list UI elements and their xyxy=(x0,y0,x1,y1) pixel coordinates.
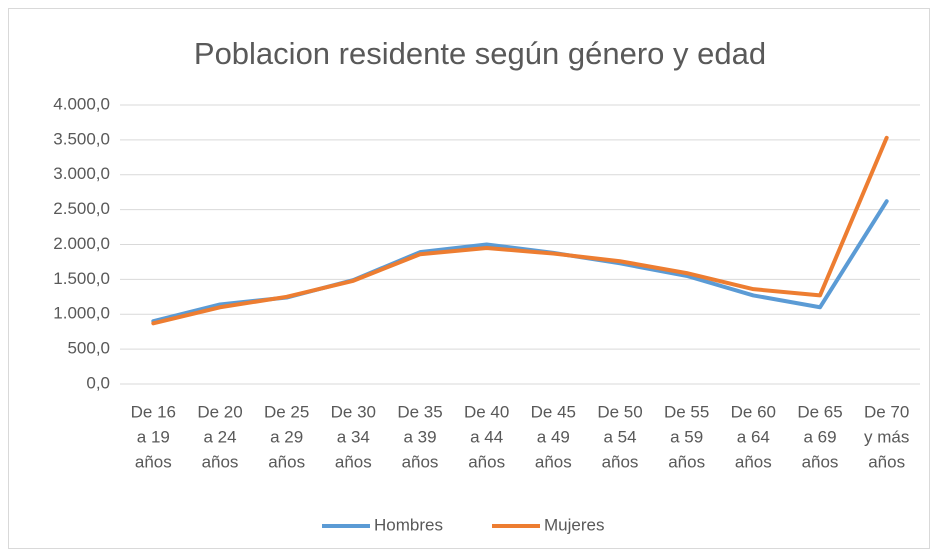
x-tick-label: De 20 xyxy=(197,402,242,421)
x-tick-label: años xyxy=(335,452,372,471)
x-tick-label: De 25 xyxy=(264,402,309,421)
x-tick-label: De 16 xyxy=(131,402,176,421)
x-tick-label: De 40 xyxy=(464,402,509,421)
x-tick-label: años xyxy=(468,452,505,471)
x-tick-label: De 55 xyxy=(664,402,709,421)
x-tick-label: De 30 xyxy=(331,402,376,421)
x-tick-label: y más xyxy=(864,427,909,446)
x-tick-label: años xyxy=(135,452,172,471)
x-tick-label: años xyxy=(735,452,772,471)
y-tick-label: 500,0 xyxy=(67,339,110,358)
x-tick-label: a 34 xyxy=(337,427,370,446)
y-tick-label: 3.000,0 xyxy=(53,164,110,183)
x-tick-label: De 45 xyxy=(531,402,576,421)
x-tick-label: a 44 xyxy=(470,427,503,446)
x-tick-label: De 60 xyxy=(731,402,776,421)
x-tick-label: De 70 xyxy=(864,402,909,421)
chart-border xyxy=(8,8,930,549)
x-tick-label: a 29 xyxy=(270,427,303,446)
x-tick-label: De 35 xyxy=(397,402,442,421)
x-tick-label: a 49 xyxy=(537,427,570,446)
x-tick-label: años xyxy=(535,452,572,471)
x-tick-label: a 64 xyxy=(737,427,770,446)
y-tick-label: 2.500,0 xyxy=(53,199,110,218)
y-tick-label: 1.500,0 xyxy=(53,269,110,288)
y-tick-label: 0,0 xyxy=(86,373,110,392)
x-tick-label: años xyxy=(802,452,839,471)
x-tick-label: a 54 xyxy=(603,427,636,446)
series-line xyxy=(151,135,889,326)
x-tick-label: años xyxy=(268,452,305,471)
y-tick-label: 4.000,0 xyxy=(53,94,110,113)
x-tick-label: a 59 xyxy=(670,427,703,446)
y-tick-label: 3.500,0 xyxy=(53,129,110,148)
x-tick-label: años xyxy=(668,452,705,471)
y-tick-label: 2.000,0 xyxy=(53,234,110,253)
legend-label: Mujeres xyxy=(544,515,604,534)
y-tick-label: 1.000,0 xyxy=(53,304,110,323)
x-tick-label: a 24 xyxy=(203,427,236,446)
x-tick-label: a 19 xyxy=(137,427,170,446)
chart-title: Poblacion residente según género y edad xyxy=(194,36,766,71)
x-tick-label: años xyxy=(602,452,639,471)
x-tick-label: a 69 xyxy=(803,427,836,446)
legend-label: Hombres xyxy=(374,515,443,534)
x-tick-label: De 50 xyxy=(597,402,642,421)
x-tick-label: De 65 xyxy=(797,402,842,421)
x-tick-label: años xyxy=(868,452,905,471)
x-tick-label: años xyxy=(202,452,239,471)
x-tick-label: a 39 xyxy=(403,427,436,446)
x-tick-label: años xyxy=(402,452,439,471)
